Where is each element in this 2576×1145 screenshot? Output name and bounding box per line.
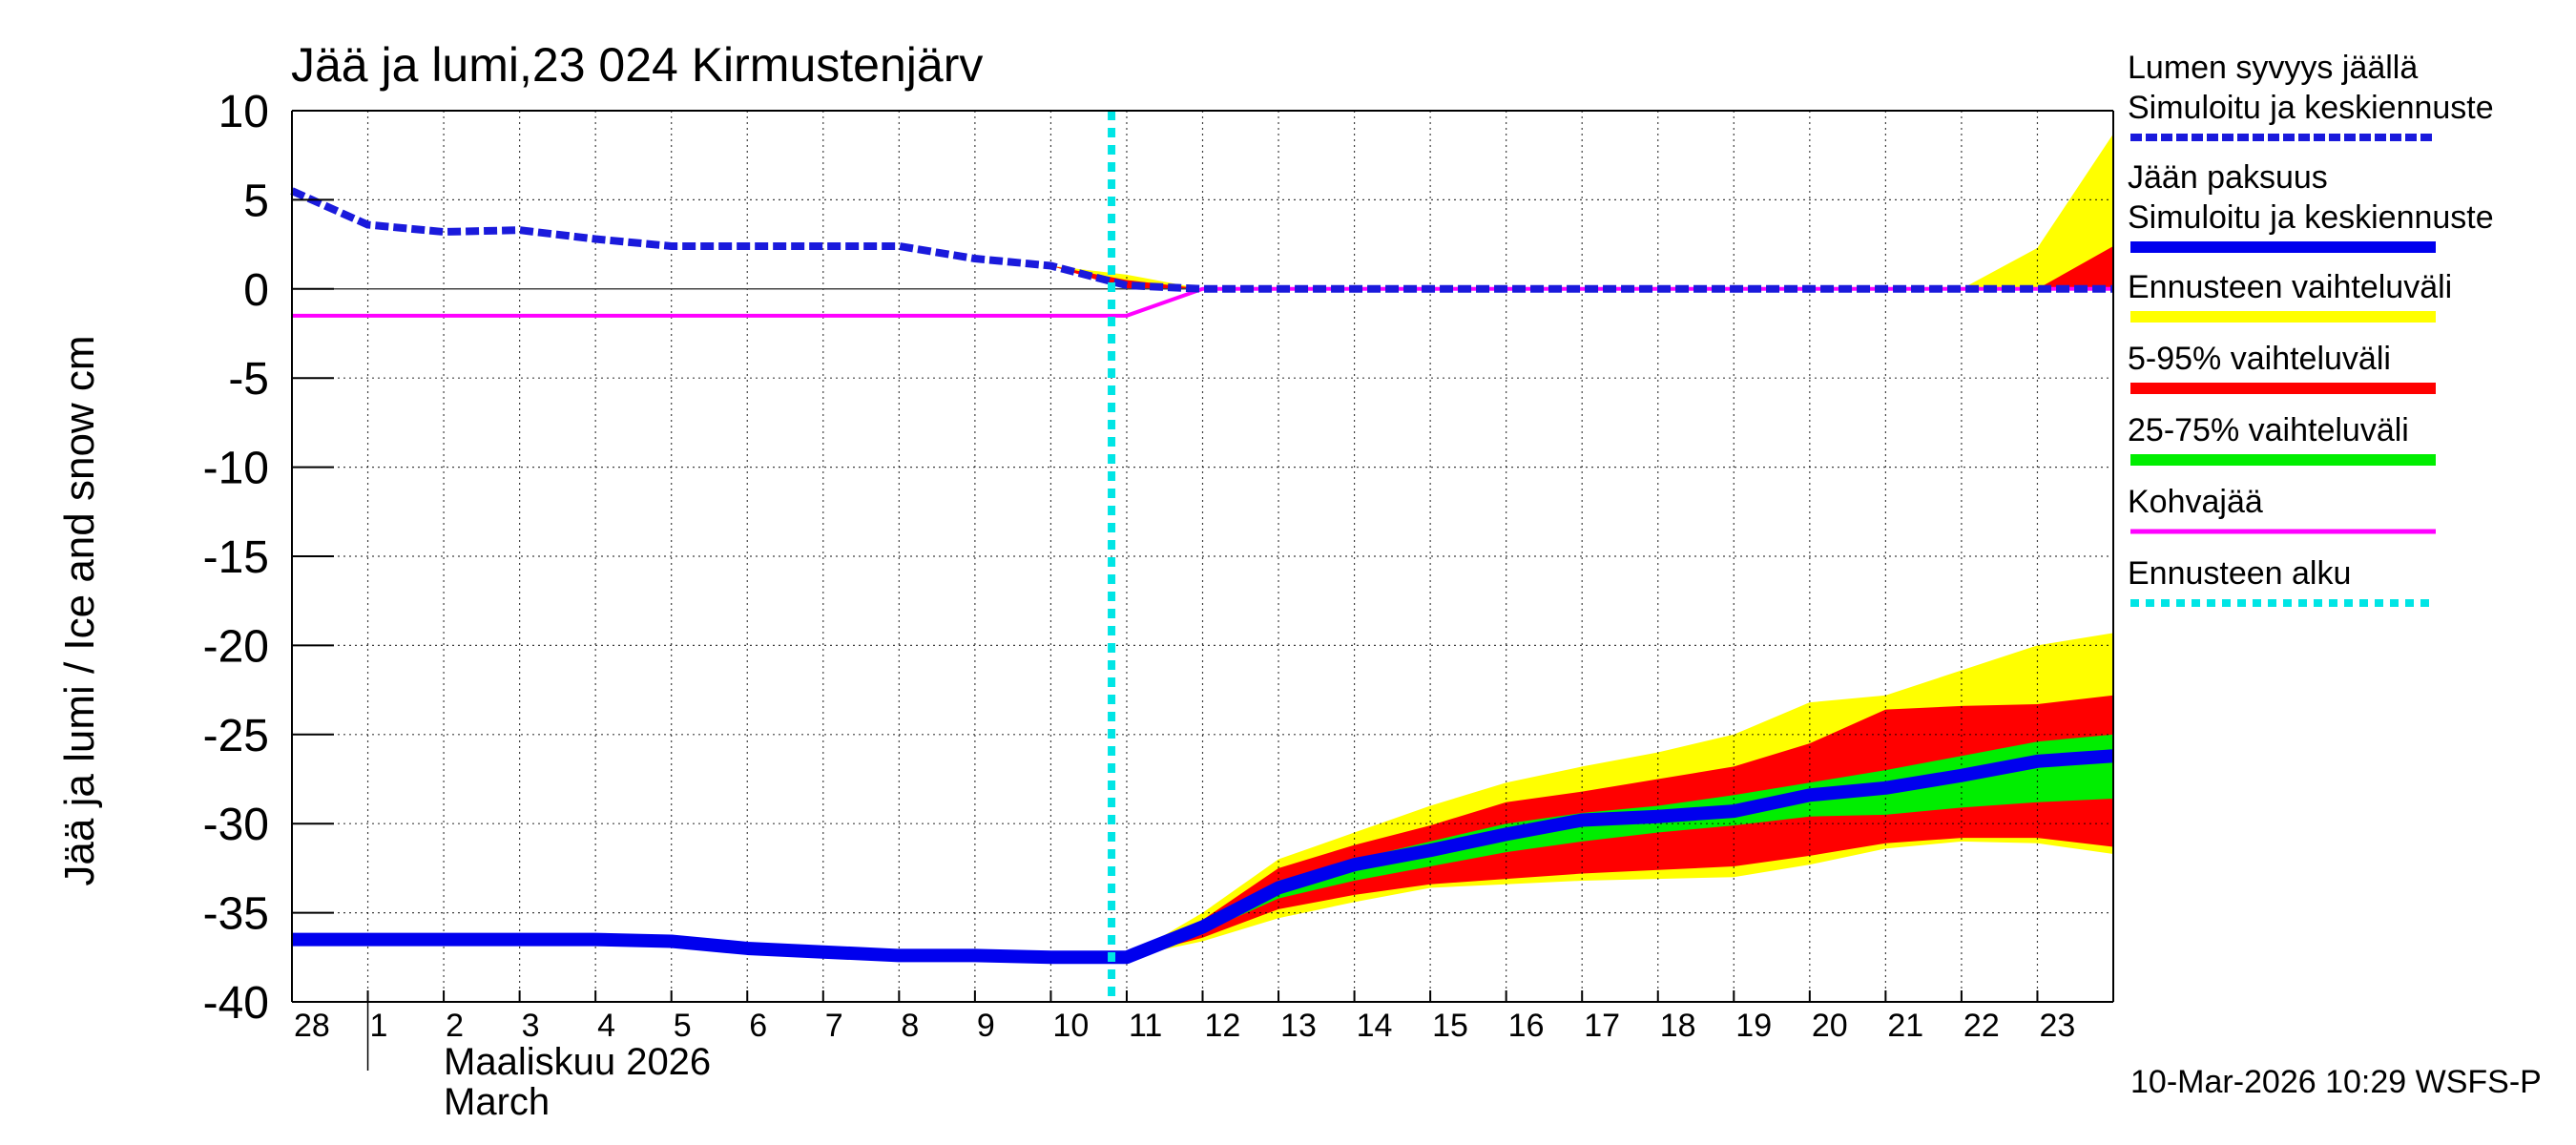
legend-entry: Ennusteen vaihteluväli: [2128, 269, 2452, 323]
y-tick-label: -20: [203, 621, 269, 672]
x-tick-label: 14: [1357, 1008, 1393, 1044]
y-axis-label: Jää ja lumi / Ice and snow cm: [56, 335, 103, 885]
snow-depth-line: [290, 187, 2113, 293]
legend-label: Ennusteen vaihteluväli: [2128, 269, 2452, 305]
y-tick-label: -35: [203, 889, 269, 940]
y-tick-label: -40: [203, 978, 269, 1029]
x-tick-label: 3: [522, 1008, 540, 1044]
legend-entry: 5-95% vaihteluväli: [2128, 341, 2436, 394]
x-tick-label: 11: [1129, 1008, 1162, 1044]
y-tick-label: 5: [243, 176, 269, 226]
legend-label-line2: Simuloitu ja keskiennuste: [2128, 199, 2494, 236]
y-tick-label: 10: [218, 87, 269, 137]
x-tick-label: 2: [446, 1008, 464, 1044]
legend-entry: Kohvajää: [2128, 484, 2436, 534]
y-tick-label: -5: [228, 354, 269, 405]
x-axis-label-fi: Maaliskuu 2026: [444, 1041, 711, 1083]
x-tick-label: 22: [1963, 1008, 2000, 1044]
y-tick-label: -25: [203, 711, 269, 761]
legend-label: 5-95% vaihteluväli: [2128, 341, 2391, 377]
y-tick-label: -30: [203, 800, 269, 850]
x-tick-label: 23: [2039, 1008, 2075, 1044]
x-tick-label: 5: [674, 1008, 692, 1044]
y-tick-label: -15: [203, 532, 269, 583]
legend-entry: 25-75% vaihteluväli: [2128, 412, 2436, 466]
legend-entry: Lumen syvyys jäällä Simuloitu ja keskienn…: [2128, 50, 2494, 141]
chart-title: Jää ja lumi,23 024 Kirmustenjärv: [291, 38, 983, 92]
y-tick-label: -10: [203, 444, 269, 494]
grid: [292, 111, 2113, 1002]
legend-entry: Ennusteen alku: [2128, 555, 2436, 607]
series-lines: [290, 111, 2114, 1002]
x-tick-label: 12: [1205, 1008, 1241, 1044]
x-tick-label: 17: [1584, 1008, 1620, 1044]
legend-label: Jään paksuus: [2128, 159, 2328, 196]
x-tick-label: 15: [1432, 1008, 1468, 1044]
x-tick-label: 6: [749, 1008, 767, 1044]
legend-label: Kohvajää: [2128, 484, 2263, 520]
ice-thickness-line: [292, 749, 2114, 965]
legend-label-line2: Simuloitu ja keskiennuste: [2128, 90, 2494, 126]
x-tick-label: 28: [294, 1008, 330, 1044]
legend-label: 25-75% vaihteluväli: [2128, 412, 2409, 448]
x-tick-label: 16: [1508, 1008, 1545, 1044]
x-tick-label: 8: [901, 1008, 919, 1044]
legend-label: Lumen syvyys jäällä: [2128, 50, 2418, 86]
x-tick-label: 1: [370, 1008, 388, 1044]
footer-timestamp: 10-Mar-2026 10:29 WSFS-P: [2130, 1064, 2542, 1100]
x-tick-label: 10: [1052, 1008, 1089, 1044]
x-tick-label: 20: [1812, 1008, 1848, 1044]
x-tick-label: 18: [1660, 1008, 1696, 1044]
legend: Lumen syvyys jäällä Simuloitu ja keskienn…: [2128, 50, 2494, 607]
x-tick-label: 9: [977, 1008, 995, 1044]
legend-label: Ennusteen alku: [2128, 555, 2351, 592]
y-tick-label: 0: [243, 265, 269, 316]
snow-range-full-band: [1050, 134, 2113, 289]
x-axis-label-en: March: [444, 1081, 550, 1123]
axes: [291, 110, 2114, 1071]
x-tick-label: 4: [597, 1008, 615, 1044]
x-tick-label: 19: [1735, 1008, 1772, 1044]
x-tick-label: 13: [1280, 1008, 1317, 1044]
x-tick-label: 21: [1887, 1008, 1923, 1044]
x-tick-label: 7: [825, 1008, 843, 1044]
